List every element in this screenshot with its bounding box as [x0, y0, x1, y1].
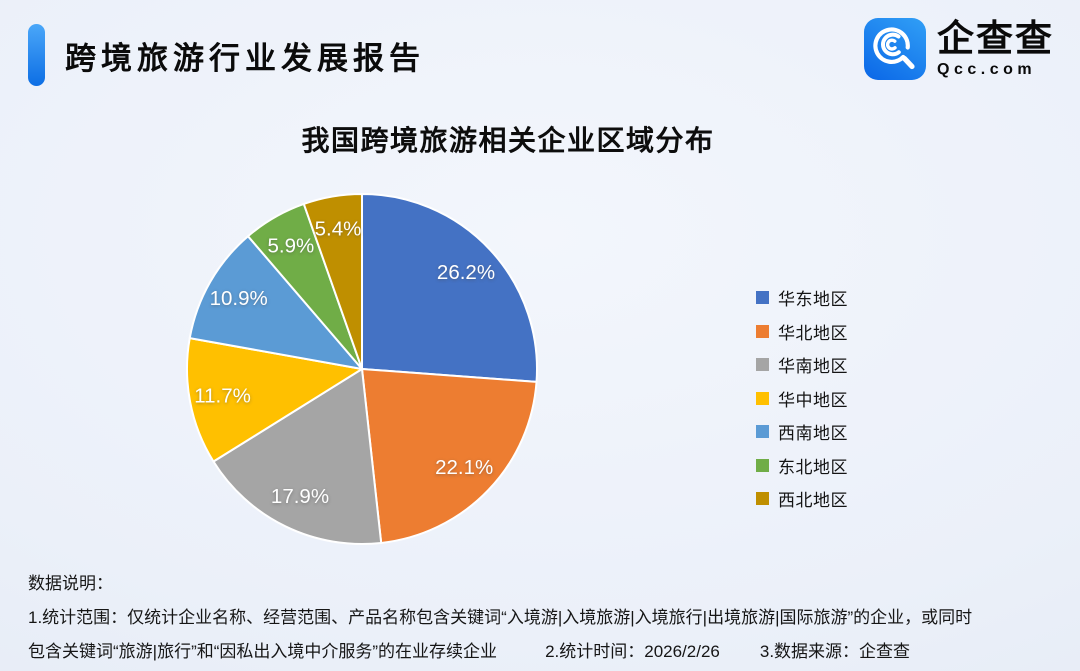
legend-label: 华北地区: [778, 323, 848, 343]
legend-item-huabei: 华北地区: [756, 315, 848, 349]
legend-label: 华东地区: [778, 290, 848, 310]
legend-swatch: [756, 492, 769, 506]
legend-item-xibei: 西北地区: [756, 482, 848, 516]
pie-slice-label: 10.9%: [210, 287, 268, 310]
page-header: 跨境旅游行业发展报告: [28, 24, 425, 86]
pie-slice-3: [212, 368, 383, 545]
pie-slice-label: 11.7%: [194, 384, 251, 407]
legend-item-huadong: 华东地区: [756, 281, 848, 315]
notes-heading: 数据说明：: [28, 574, 113, 593]
pie-chart: 26.2% 22.1% 17.9% 11.7% 10.9% 5.9%5.4%: [186, 193, 538, 545]
legend-swatch: [756, 391, 769, 405]
legend-label: 东北地区: [778, 457, 848, 477]
qcc-logo-text: 企查查 Qcc.com: [937, 17, 1054, 80]
notes-stat-time: 2.统计时间：2026/2/26: [545, 642, 720, 661]
chart-title: 我国跨境旅游相关企业区域分布: [301, 125, 715, 156]
legend-label: 西北地区: [778, 491, 848, 511]
qcc-logo-icon: [864, 18, 926, 80]
data-notes: 数据说明： 1.统计范围：仅统计企业名称、经营范围、产品名称包含关键词“入境游|…: [28, 567, 972, 669]
notes-data-source: 3.数据来源：企查查: [759, 642, 911, 661]
qcc-logo-name: 企查查: [937, 17, 1054, 59]
notes-line1: 1.统计范围：仅统计企业名称、经营范围、产品名称包含关键词“入境游|入境旅游|入…: [28, 608, 973, 627]
legend-item-huazhong: 华中地区: [756, 382, 848, 416]
pie-slice-4: [186, 337, 363, 463]
legend-swatch: [756, 291, 769, 305]
title-accent-bar: [28, 24, 45, 86]
pie-slice-label: 5.4%: [315, 218, 362, 241]
qcc-logo: 企查查 Qcc.com: [864, 18, 1054, 80]
chart-legend: 华东地区 华北地区 华南地区 华中地区 西南地区 东北地区 西北地区: [756, 281, 848, 516]
notes-line2: 包含关键词“旅游|旅行”和“因私出入境中介服务”的在业存续企业 2.统计时间：20…: [28, 635, 972, 669]
legend-swatch: [756, 358, 769, 372]
legend-item-huanan: 华南地区: [756, 348, 848, 382]
pie-slice-label: 5.9%: [268, 235, 315, 258]
legend-swatch: [756, 458, 769, 472]
report-title: 跨境旅游行业发展报告: [65, 40, 425, 76]
pie-slice-2: [361, 368, 538, 544]
legend-swatch: [756, 425, 769, 439]
legend-item-dongbei: 东北地区: [756, 449, 848, 483]
legend-label: 华中地区: [778, 390, 848, 410]
notes-scope-continued: 包含关键词“旅游|旅行”和“因私出入境中介服务”的在业存续企业: [28, 642, 498, 661]
pie-slice-5: [188, 235, 363, 370]
legend-label: 华南地区: [778, 357, 848, 377]
pie-slice-label: 17.9%: [271, 485, 329, 508]
pie-slice-7: [302, 193, 363, 370]
legend-swatch: [756, 324, 769, 338]
legend-label: 西南地区: [778, 424, 848, 444]
pie-slice-label: 26.2%: [437, 261, 495, 284]
pie-slice-1: [361, 193, 538, 383]
legend-item-xinan: 西南地区: [756, 415, 848, 449]
qcc-logo-domain: Qcc.com: [937, 61, 1037, 79]
pie-slice-label: 22.1%: [435, 456, 493, 479]
